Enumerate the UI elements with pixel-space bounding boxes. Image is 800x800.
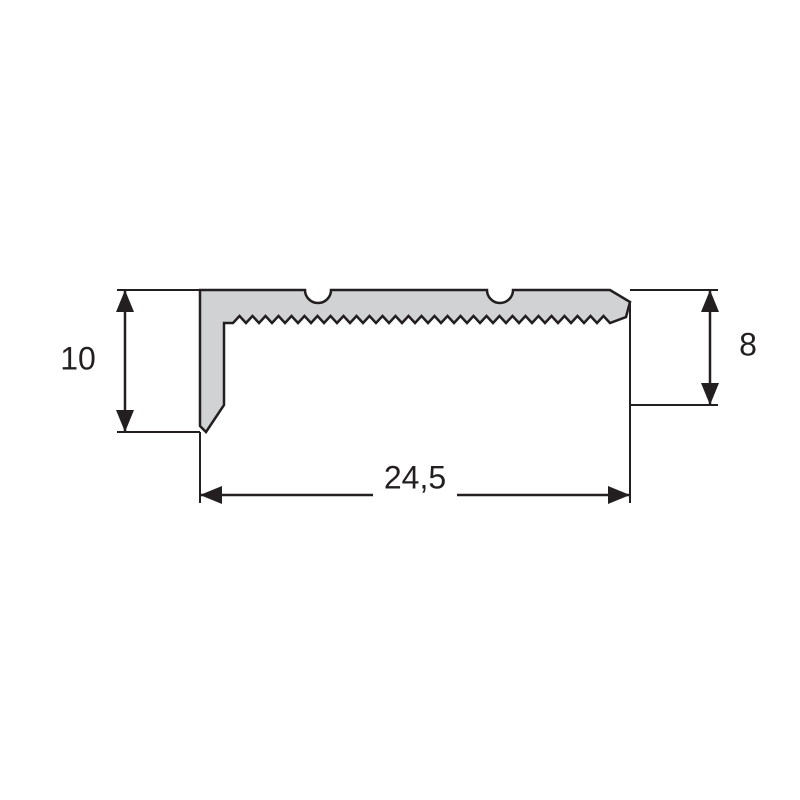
- profile-shape: [200, 290, 630, 432]
- dim-label-left: 10: [60, 340, 96, 376]
- dim-label-right: 8: [739, 326, 757, 362]
- profile-cross-section-diagram: 10 8 24,5: [0, 0, 800, 800]
- dim-label-bottom: 24,5: [384, 459, 446, 495]
